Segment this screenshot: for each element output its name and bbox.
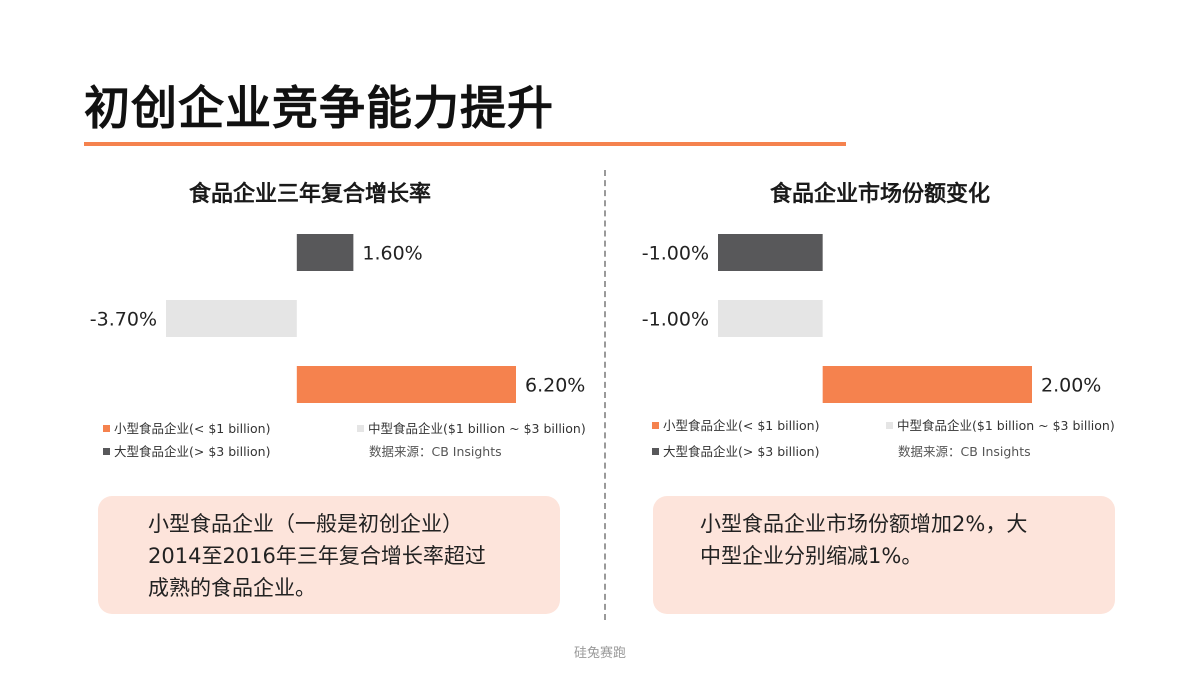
legend-swatch-medium [357,425,364,432]
left-callout [98,496,560,614]
left-legend-small: 小型食品企业(< $1 billion) [103,418,270,437]
left-chart: 1.60% -3.70% 6.20% [90,234,585,403]
section-divider [604,170,606,620]
right-source-note: 数据来源：CB Insights [898,444,1031,459]
left-callout-line: 小型食品企业（一般是初创企业） [148,512,463,536]
bar-1 [166,300,297,337]
title-underline [84,142,846,146]
left-legend-large: 大型食品企业(> $3 billion) [103,441,270,460]
bar-1 [718,300,823,337]
watermark: 硅兔赛跑 [573,646,626,661]
legend-swatch-small [652,422,659,429]
right-callout-line: 中型企业分别缩减1%。 [700,544,923,568]
legend-swatch-large [103,448,110,455]
left-legend-medium: 中型食品企业($1 billion ~ $3 billion) [357,418,586,437]
bar-value-label-2: 2.00% [1041,375,1101,397]
legend-label-medium: 中型食品企业($1 billion ~ $3 billion) [368,421,586,436]
right-callout [653,496,1115,614]
legend-label-large: 大型食品企业(> $3 billion) [114,444,271,459]
left-callout-text: 小型食品企业（一般是初创企业） 2014至2016年三年复合增长率超过 成熟的食… [148,508,486,604]
bar-value-label-0: -1.00% [642,243,709,265]
legend-swatch-large [652,448,659,455]
right-legend-small: 小型食品企业(< $1 billion) [652,415,819,434]
bar-value-label-0: 1.60% [362,243,422,265]
left-chart-title: 食品企业三年复合增长率 [188,182,431,207]
legend-swatch-small [103,425,110,432]
right-legend-large: 大型食品企业(> $3 billion) [652,441,819,460]
left-source-note: 数据来源：CB Insights [369,444,502,459]
right-chart: -1.00% -1.00% 2.00% [642,234,1101,403]
bar-0 [718,234,823,271]
right-chart-title: 食品企业市场份额变化 [769,182,990,207]
right-callout-text: 小型食品企业市场份额增加2%，大 中型企业分别缩减1%。 [700,508,1027,572]
page-title: 初创企业竞争能力提升 [84,81,554,135]
bar-value-label-1: -3.70% [90,309,157,331]
right-callout-line: 小型食品企业市场份额增加2%，大 [700,512,1028,536]
legend-label-small: 小型食品企业(< $1 billion) [114,421,271,436]
right-legend-medium: 中型食品企业($1 billion ~ $3 billion) [886,415,1115,434]
bar-value-label-2: 6.20% [525,375,585,397]
legend-swatch-medium [886,422,893,429]
legend-label-medium: 中型食品企业($1 billion ~ $3 billion) [897,418,1115,433]
left-callout-line: 成熟的食品企业。 [148,576,316,600]
bar-value-label-1: -1.00% [642,309,709,331]
left-callout-line: 2014至2016年三年复合增长率超过 [148,544,486,568]
bar-2 [296,366,516,403]
bar-0 [296,234,354,271]
bar-2 [822,366,1032,403]
legend-label-small: 小型食品企业(< $1 billion) [663,418,820,433]
legend-label-large: 大型食品企业(> $3 billion) [663,444,820,459]
